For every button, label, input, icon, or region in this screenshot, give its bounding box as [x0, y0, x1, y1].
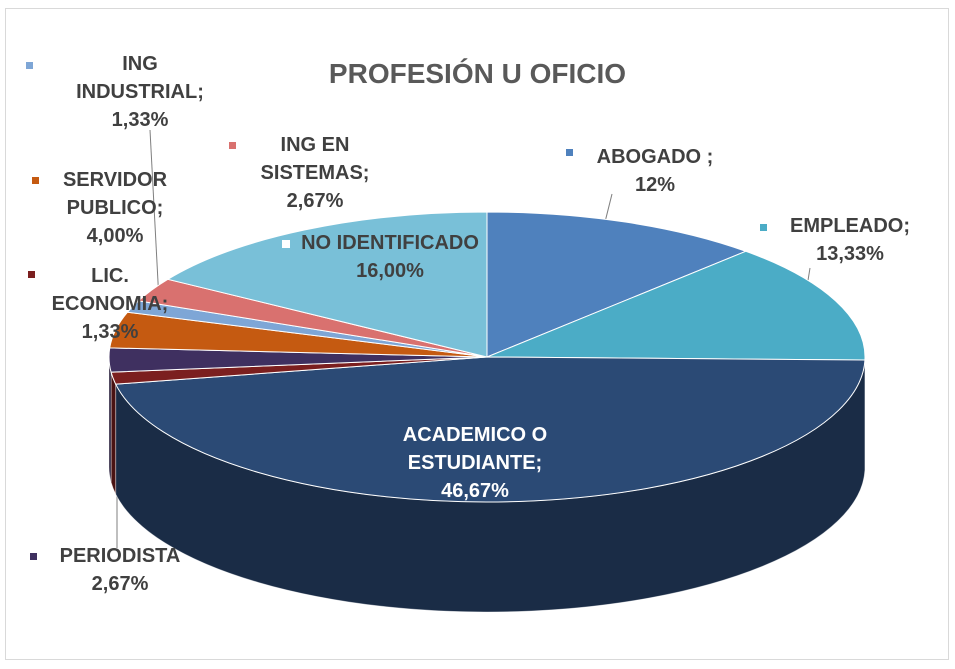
- value-label: 1,33%: [81, 321, 139, 343]
- value-label: 2,67%: [286, 190, 344, 212]
- data-label: ACADEMICO O ESTUDIANTE; 46,67%: [355, 421, 595, 505]
- chart-frame: [5, 8, 949, 660]
- category-label: ING EN SISTEMAS;: [260, 134, 370, 184]
- data-label: NO IDENTIFICADO 16,00%: [290, 229, 490, 285]
- category-label: SERVIDOR PUBLICO;: [62, 169, 168, 219]
- legend-key: [760, 224, 767, 231]
- value-label: 16,00%: [356, 260, 424, 282]
- data-label: ING EN SISTEMAS; 2,67%: [230, 131, 400, 215]
- category-label: NO IDENTIFICADO: [301, 232, 479, 254]
- slice: [166, 211, 488, 358]
- legend-key: [32, 177, 39, 184]
- category-label: LIC. ECONOMIA;: [51, 265, 169, 315]
- category-label: ING INDUSTRIAL;: [76, 53, 204, 103]
- value-label: 1,33%: [111, 109, 169, 131]
- pie-tops: [108, 211, 866, 503]
- value-label: 13,33%: [816, 243, 884, 265]
- legend-key: [566, 149, 573, 156]
- data-label: ABOGADO ; 12%: [555, 143, 755, 199]
- category-label: PERIODISTA: [59, 545, 181, 567]
- data-label: LIC. ECONOMIA; 1,33%: [35, 262, 185, 346]
- value-label: 46,67%: [441, 480, 509, 502]
- data-label: PERIODISTA 2,67%: [35, 542, 205, 598]
- value-label: 12%: [634, 174, 676, 196]
- slice-side: [108, 356, 112, 483]
- legend-key: [26, 62, 33, 69]
- legend-key: [281, 239, 291, 249]
- legend-key: [229, 142, 236, 149]
- category-label: EMPLEADO;: [790, 215, 910, 237]
- data-label: EMPLEADO; 13,33%: [765, 212, 935, 268]
- data-label: ING INDUSTRIAL; 1,33%: [70, 50, 210, 134]
- slice-side: [110, 372, 117, 495]
- slice: [114, 356, 866, 503]
- leader-line: [604, 193, 613, 223]
- data-label: SERVIDOR PUBLICO; 4,00%: [30, 166, 200, 250]
- category-label: ABOGADO ;: [596, 146, 714, 168]
- slice: [486, 250, 866, 361]
- chart-title: PROFESIÓN U OFICIO: [328, 58, 627, 89]
- category-label: ACADEMICO O ESTUDIANTE;: [402, 424, 548, 474]
- value-label: 4,00%: [86, 225, 144, 247]
- slice: [486, 211, 748, 358]
- legend-key: [30, 553, 37, 560]
- value-label: 2,67%: [91, 573, 149, 595]
- legend-key: [28, 271, 35, 278]
